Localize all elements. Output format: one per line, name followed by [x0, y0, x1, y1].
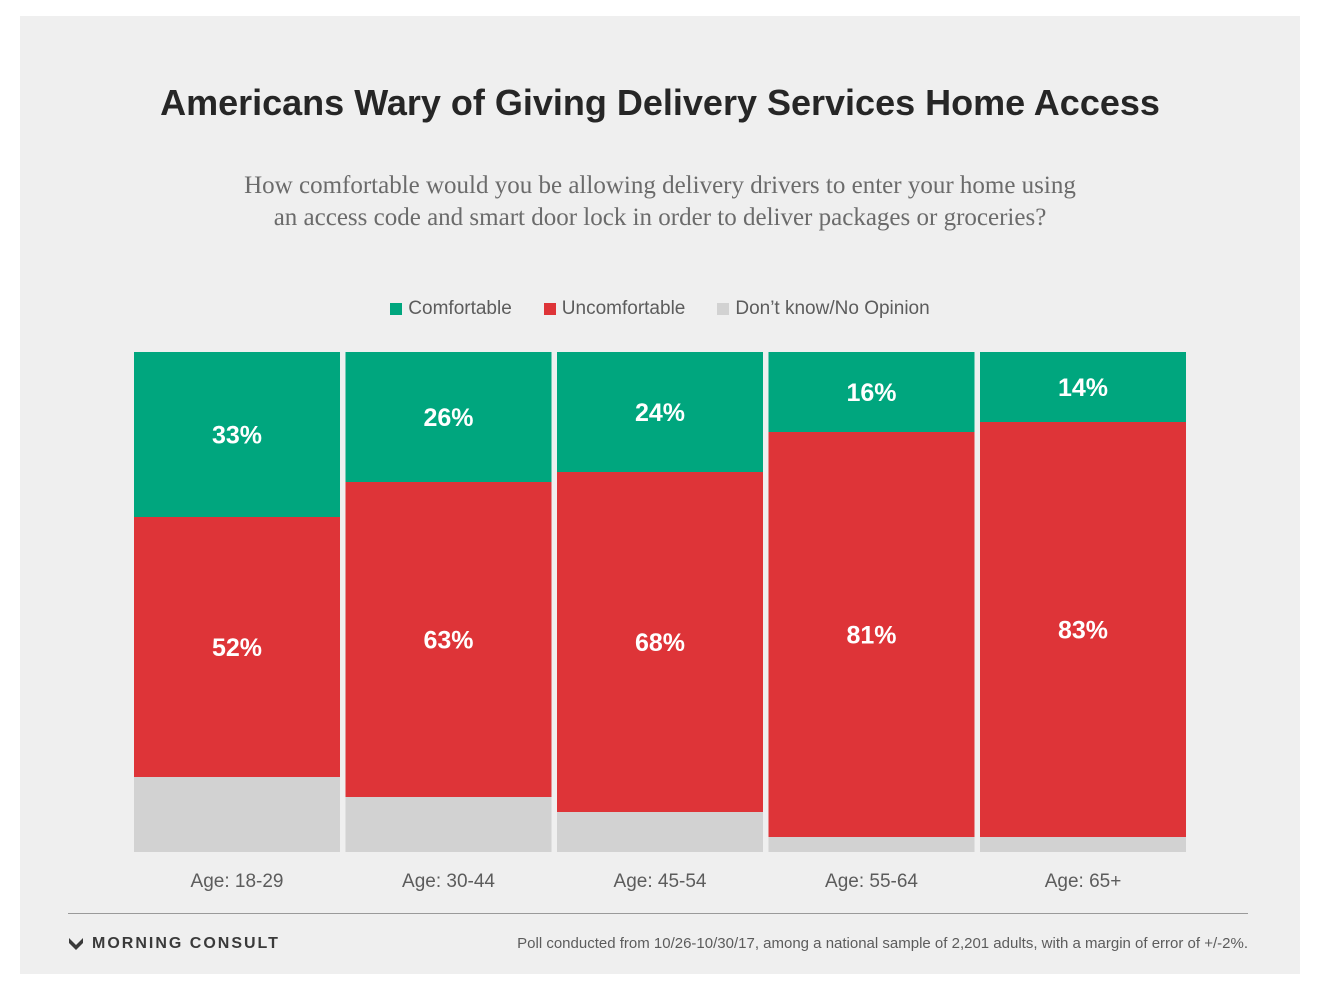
data-label-uncomfortable: 83% — [1058, 617, 1108, 645]
legend-item-uncomfortable: Uncomfortable — [543, 298, 686, 320]
bar-segment-comfortable — [134, 352, 340, 517]
chart-card: Americans Wary of Giving Delivery Servic… — [20, 16, 1300, 974]
bar-segment-uncomfortable — [134, 517, 340, 777]
data-label-uncomfortable: 81% — [846, 622, 896, 650]
data-label-uncomfortable: 63% — [423, 627, 473, 655]
data-label-comfortable: 16% — [846, 379, 896, 407]
x-tick-label: Age: 65+ — [1045, 871, 1122, 892]
x-tick-label: Age: 55-64 — [825, 871, 918, 892]
legend-label-dont-know: Don’t know/No Opinion — [735, 298, 930, 319]
legend-swatch-uncomfortable — [543, 303, 556, 315]
bar-segment-dont-know — [134, 777, 340, 852]
bar-segment-uncomfortable — [557, 472, 763, 812]
data-label-comfortable: 24% — [635, 399, 685, 427]
legend-item-comfortable: Comfortable — [390, 298, 512, 320]
brand: MORNING CONSULT — [68, 935, 280, 953]
x-tick-label: Age: 30-44 — [402, 871, 495, 892]
legend-item-dont-know: Don’t know/No Opinion — [717, 298, 930, 320]
data-label-comfortable: 33% — [212, 422, 262, 450]
bar-segment-dont-know — [980, 837, 1186, 852]
bar-segment-comfortable — [980, 352, 1186, 422]
x-tick-label: Age: 45-54 — [614, 871, 707, 892]
bar-segment-uncomfortable — [345, 482, 552, 797]
bar-segment-uncomfortable — [980, 422, 1186, 837]
bar-segment-dont-know — [557, 812, 763, 852]
subtitle-line-2: an access code and smart door lock in or… — [273, 204, 1047, 231]
data-label-uncomfortable: 68% — [635, 629, 685, 657]
chart-legend: Comfortable Uncomfortable Don’t know/No … — [20, 298, 1300, 320]
x-tick-label: Age: 18-29 — [191, 871, 284, 892]
chart-subtitle: How comfortable would you be allowing de… — [160, 170, 1160, 234]
footer-divider — [68, 913, 1248, 914]
stacked-bar-chart: 33% 52% Age: 18-29 26% 63% Age: 30-44 24% 68% Ag… — [134, 352, 1186, 892]
bar-segment-comfortable — [345, 352, 552, 482]
footnote: Poll conducted from 10/26-10/30/17, amon… — [517, 935, 1248, 952]
bar-segment-comfortable — [557, 352, 763, 472]
data-label-comfortable: 14% — [1058, 374, 1108, 402]
data-label-comfortable: 26% — [423, 404, 473, 432]
legend-label-comfortable: Comfortable — [408, 298, 512, 319]
legend-swatch-comfortable — [390, 303, 403, 315]
bar-segment-dont-know — [768, 837, 975, 852]
morning-consult-logo-icon — [69, 938, 83, 950]
subtitle-line-1: How comfortable would you be allowing de… — [244, 172, 1076, 199]
legend-label-uncomfortable: Uncomfortable — [561, 298, 686, 319]
brand-name: MORNING CONSULT — [92, 935, 280, 952]
data-label-uncomfortable: 52% — [212, 634, 262, 662]
bar-segment-uncomfortable — [768, 432, 975, 837]
legend-swatch-dont-know — [717, 303, 730, 315]
chart-title: Americans Wary of Giving Delivery Servic… — [160, 82, 1160, 123]
bar-segment-dont-know — [345, 797, 552, 852]
bar-segment-comfortable — [768, 352, 975, 432]
